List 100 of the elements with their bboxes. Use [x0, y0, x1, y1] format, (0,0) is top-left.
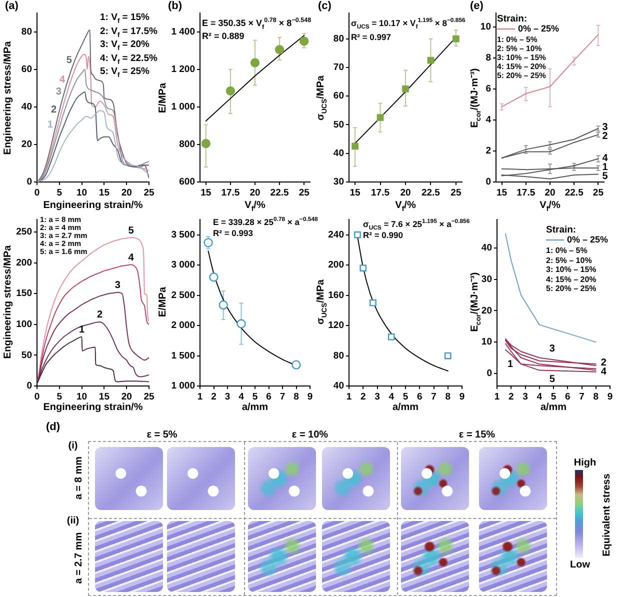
- x-tick-label: 22.5: [564, 187, 584, 198]
- x-tick-label: 2: [360, 391, 366, 402]
- y-tick-label: 30: [333, 176, 344, 188]
- y-axis-title: Engineering stress/MPa: [2, 40, 14, 154]
- annotation: 4: 15% – 20%: [546, 274, 596, 284]
- series-label: 4: [602, 152, 608, 164]
- x-tick-label: 17.5: [371, 187, 390, 198]
- y-tick-label: 0: [486, 176, 491, 188]
- x-tick-label: 1: [346, 391, 352, 402]
- y-tick-label: 70: [333, 62, 344, 74]
- y-tick-label: 40: [481, 242, 492, 254]
- x-tick-label: 22.5: [270, 187, 290, 198]
- series-label: 1: [507, 358, 514, 370]
- x-tick-label: 15: [496, 187, 508, 198]
- annotation: σ$_{UCS}$ = 7.6 × 25$^{1.195}$ × a$^{−0.856}$: [363, 219, 470, 232]
- text: ε = 10%: [292, 430, 328, 440]
- text: a = 2.7 mm: [74, 532, 84, 584]
- y-tick-label: 3 000: [171, 260, 195, 271]
- x-tick-label: 7: [431, 391, 436, 402]
- x-tick-label: 15: [98, 187, 110, 198]
- x-tick-label: 9: [459, 391, 465, 402]
- x-tick-label: 25: [298, 187, 310, 198]
- y-tick-label: 80: [333, 350, 344, 362]
- y-tick-label: 2 500: [171, 290, 195, 301]
- x-tick-label: 7: [280, 391, 286, 402]
- x-tick-label: 4: [238, 391, 245, 402]
- annotation: 5: 20% – 25%: [546, 284, 596, 294]
- y-tick-label: 1 500: [171, 350, 195, 362]
- chart-title: (a): [5, 0, 18, 12]
- y-tick-label: 240: [328, 229, 344, 240]
- x-tick-label: 20: [544, 187, 556, 198]
- y-tick-label: 6: [486, 84, 491, 95]
- text: Low: [570, 560, 590, 570]
- x-axis-title: Engineering strain/%: [43, 200, 143, 212]
- x-tick-label: 0: [34, 187, 40, 198]
- legend-title: Strain:: [546, 224, 576, 236]
- series-label: 5: [128, 225, 134, 236]
- x-tick-label: 4: [536, 391, 543, 402]
- y-tick-label: 150: [16, 288, 32, 300]
- x-tick-label: 9: [307, 391, 313, 402]
- y-tick-label: 80: [333, 33, 344, 44]
- y-tick-label: 200: [16, 257, 32, 268]
- text: ε = 15%: [458, 430, 496, 440]
- x-tick-label: 25: [592, 187, 604, 198]
- x-tick-label: 7: [579, 391, 584, 402]
- y-tick-label: 4: [486, 114, 492, 126]
- annotation: 2: V$_{f}$ = 17.5%: [100, 24, 158, 38]
- x-tick-label: 10: [76, 187, 88, 198]
- y-tick-label: 50: [333, 119, 344, 130]
- y-tick-label: 60: [21, 64, 32, 75]
- legend-label: 0% – 25%: [567, 234, 608, 244]
- x-tick-label: 5: [252, 391, 258, 402]
- series-label: 4: [128, 252, 134, 264]
- x-tick-label: 10: [76, 391, 88, 402]
- y-tick-label: 20: [21, 139, 32, 150]
- y-tick-label: 40: [333, 148, 344, 159]
- y-tick-label: 30: [481, 274, 492, 285]
- x-tick-label: 0: [34, 391, 40, 402]
- x-axis-title: V$_{f}$/%: [395, 200, 416, 213]
- x-tick-label: 3: [374, 391, 380, 402]
- annotation: R² = 0.889: [202, 30, 244, 43]
- annotation: R² = 0.997: [351, 31, 391, 44]
- chart-title: (c): [318, 0, 332, 12]
- series-label: 1: [79, 324, 86, 336]
- x-tick-label: 17.5: [221, 187, 240, 198]
- y-tick-label: 80: [21, 26, 32, 38]
- series-label: 5: [602, 170, 608, 182]
- y-tick-label: 8: [486, 52, 491, 64]
- x-axis-title: a/mm: [242, 402, 268, 414]
- y-tick-label: 10: [480, 22, 491, 33]
- x-tick-label: 8: [294, 391, 299, 402]
- series-label: 2: [96, 310, 103, 321]
- x-axis-title: Engineering strain/%: [43, 402, 143, 414]
- annotation: R² = 0.993: [213, 228, 253, 238]
- series-label: 3: [549, 344, 556, 355]
- y-tick-label: 40: [21, 102, 32, 113]
- text: (d): [46, 421, 60, 433]
- x-tick-label: 1: [494, 391, 500, 402]
- chart-title: (e): [470, 0, 484, 12]
- y-tick-label: 1 200: [171, 64, 195, 75]
- series-label: 3: [114, 280, 121, 292]
- y-tick-label: 160: [328, 290, 344, 301]
- x-tick-label: 6: [564, 391, 570, 402]
- annotation: 3: 10% – 15%: [546, 265, 596, 274]
- y-tick-label: 200: [328, 260, 344, 271]
- text: (i): [68, 440, 78, 452]
- y-tick-label: 20: [481, 305, 492, 316]
- y-tick-label: 800: [179, 139, 195, 150]
- y-tick-label: 40: [333, 380, 344, 392]
- series-label: 3: [56, 86, 62, 98]
- y-tick-label: 1 400: [171, 26, 195, 38]
- x-tick-label: 5: [56, 391, 63, 402]
- y-axis-title: E/MPa: [158, 286, 168, 317]
- x-tick-label: 20: [121, 187, 132, 198]
- x-tick-label: 2: [211, 391, 216, 402]
- series-label: 4: [59, 74, 66, 86]
- text: (ii): [66, 516, 80, 526]
- x-tick-label: 20: [400, 187, 411, 198]
- series-label: 1: [47, 120, 54, 131]
- x-axis-title: V$_{f}$/%: [540, 200, 560, 213]
